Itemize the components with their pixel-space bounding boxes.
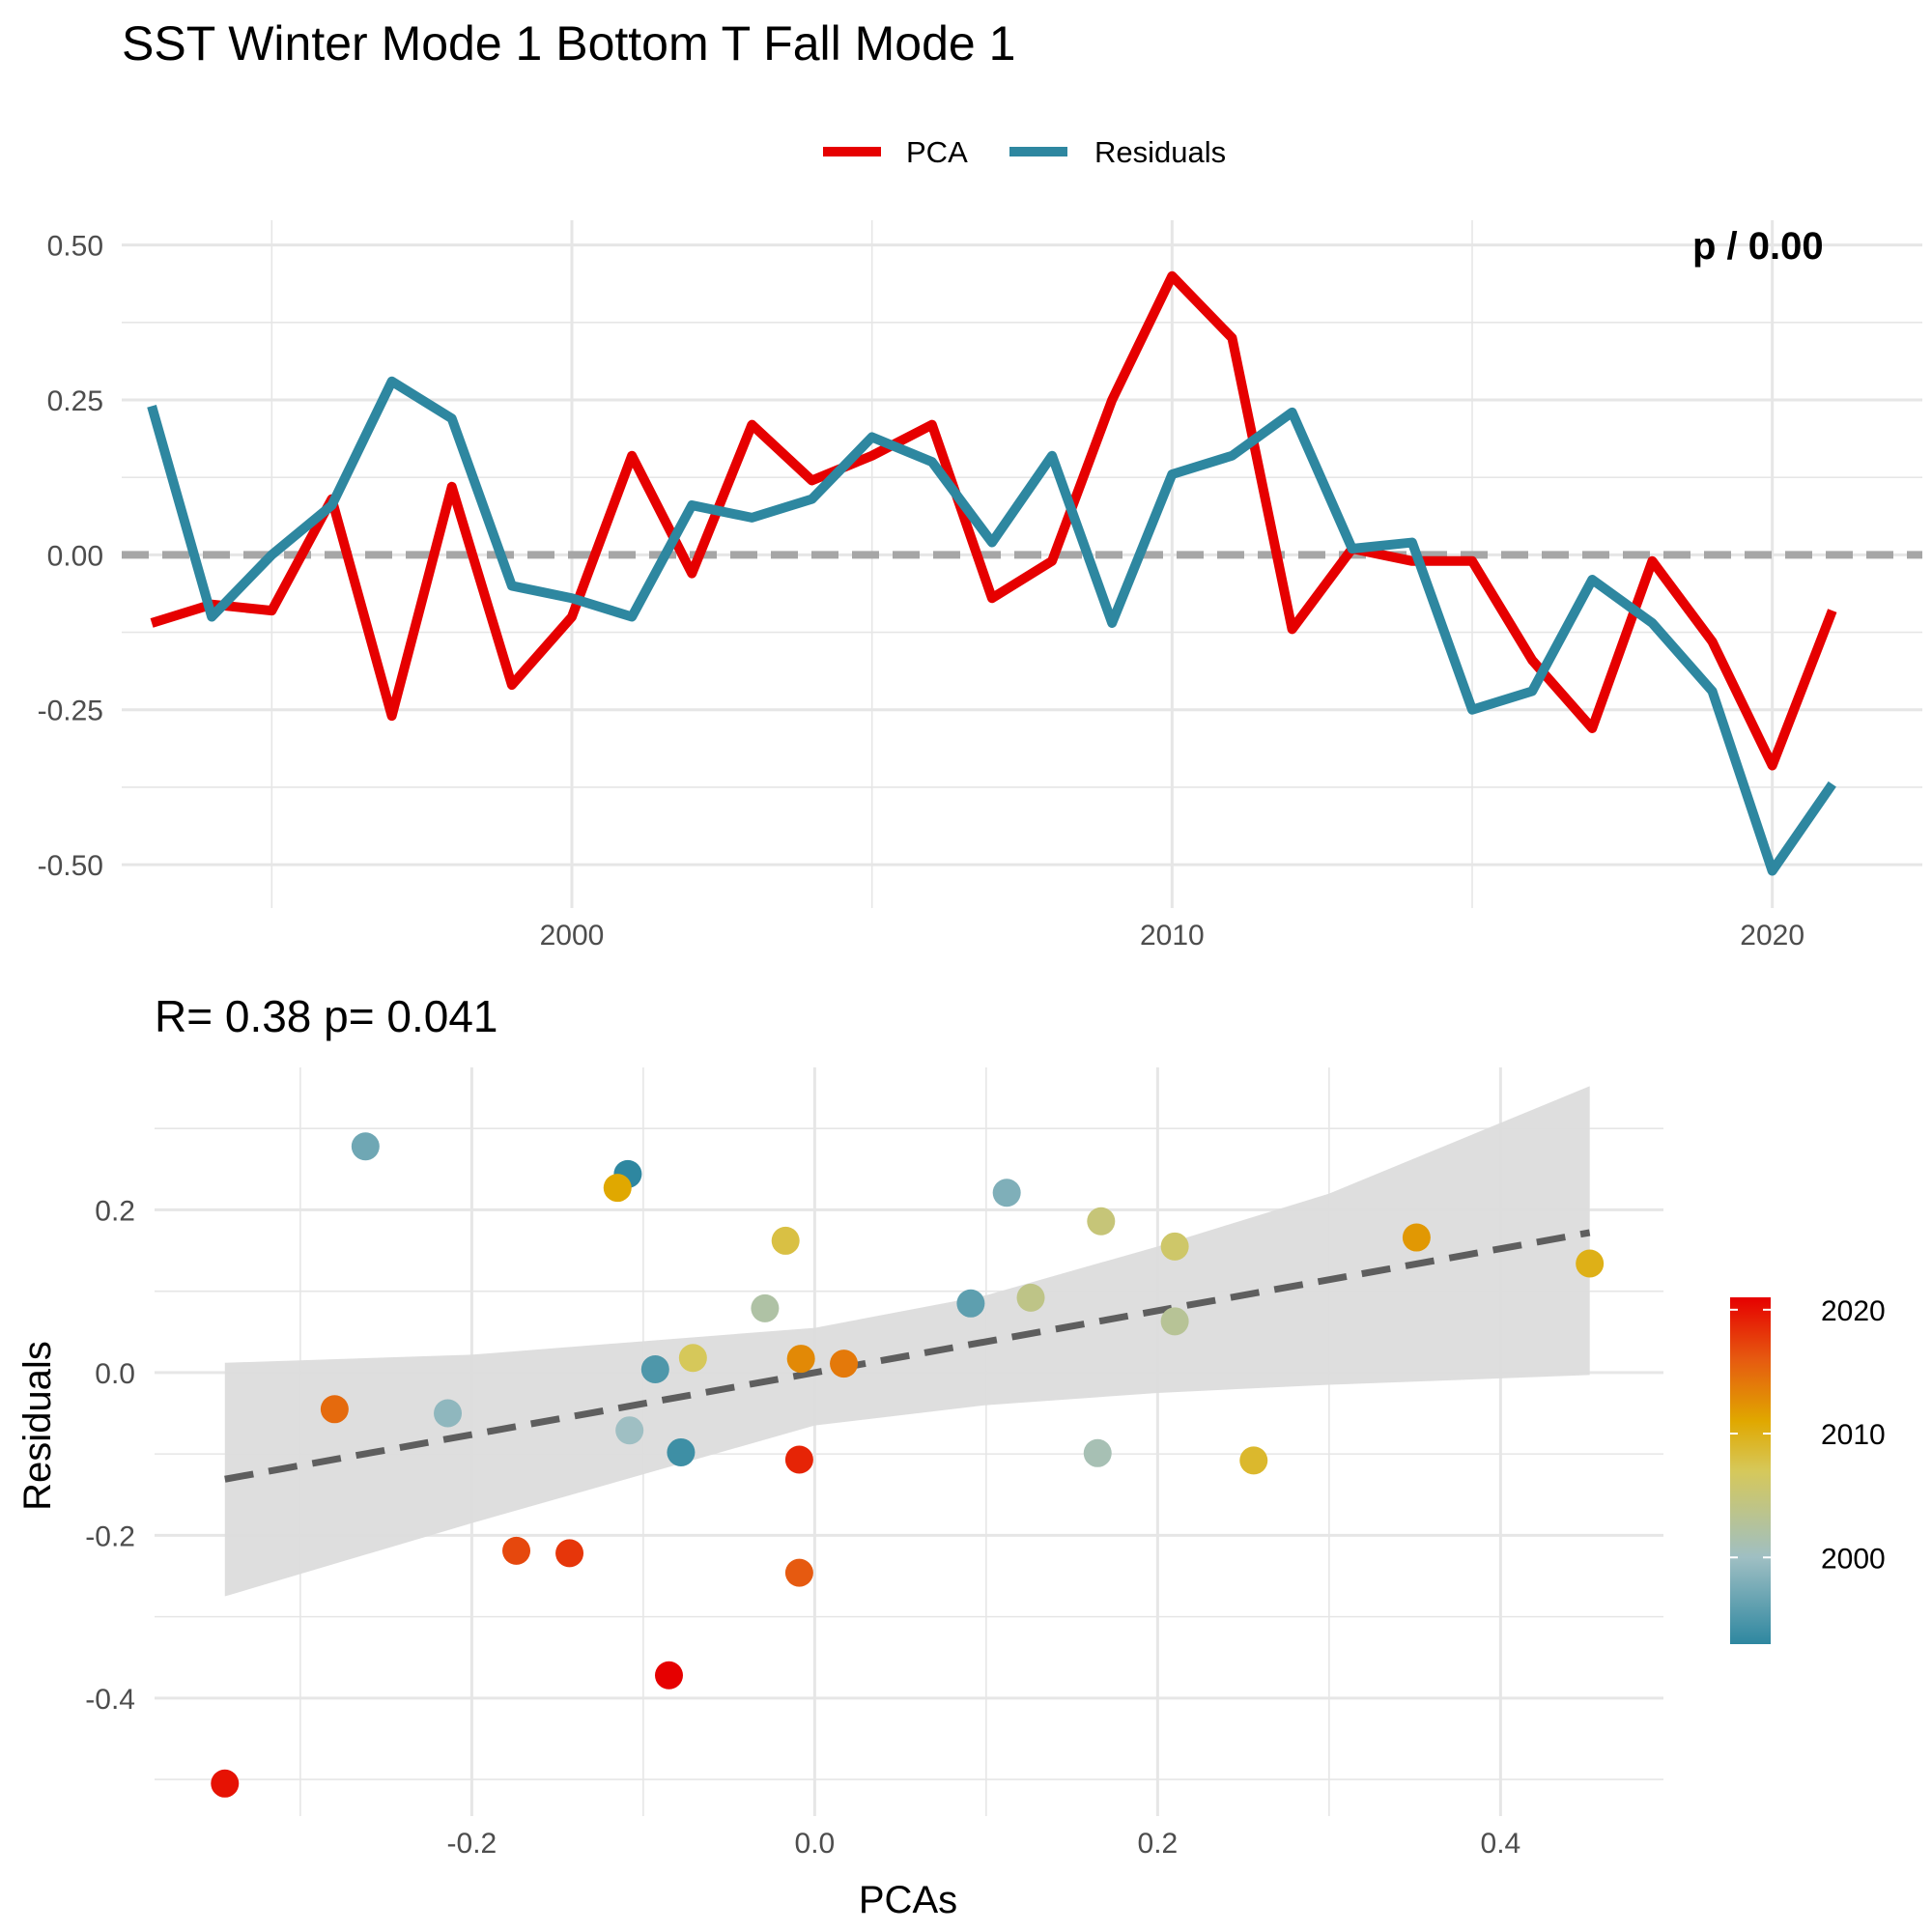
scatter-panel: -0.4 -0.2 0.0 0.2 -0.2 0.0 0.2 0.4 bbox=[85, 1067, 1663, 1860]
scatter-point bbox=[640, 1355, 669, 1384]
scatter-point bbox=[211, 1769, 240, 1798]
scatter-point bbox=[751, 1293, 780, 1322]
scatter-point bbox=[603, 1174, 632, 1203]
top-y-tick-label: -0.25 bbox=[38, 696, 103, 727]
top-y-tick-label: -0.50 bbox=[38, 850, 103, 882]
scatter-point bbox=[1576, 1249, 1605, 1278]
confidence-band bbox=[224, 1086, 1590, 1597]
colorbar: 2000 2010 2020 bbox=[1730, 1295, 1886, 1644]
clipped-annotation: p / 0.00 bbox=[1692, 225, 1824, 268]
scatter-y-tick-label: 0.2 bbox=[95, 1195, 135, 1227]
top-tick-labels: -0.50 -0.25 0.00 0.25 0.50 2000 2010 2020 bbox=[38, 231, 1804, 952]
scatter-point bbox=[320, 1395, 349, 1424]
top-x-tick-label: 2020 bbox=[1740, 920, 1804, 952]
scatter-point bbox=[786, 1345, 815, 1374]
scatter-point bbox=[1239, 1446, 1268, 1475]
scatter-x-tick-label: 0.2 bbox=[1138, 1828, 1179, 1860]
scatter-point bbox=[555, 1539, 584, 1568]
regression-line bbox=[224, 1229, 1591, 1483]
scatter-point bbox=[667, 1437, 696, 1466]
legend-label-pca: PCA bbox=[906, 135, 968, 169]
scatter-point bbox=[434, 1399, 463, 1428]
top-x-tick-label: 2000 bbox=[540, 920, 605, 952]
colorbar-ramp bbox=[1730, 1297, 1771, 1644]
top-x-tick-label: 2010 bbox=[1140, 920, 1205, 952]
scatter-point bbox=[1160, 1232, 1189, 1261]
scatter-x-tick-label: 0.0 bbox=[795, 1828, 836, 1860]
colorbar-tick-label: 2010 bbox=[1821, 1419, 1886, 1451]
scatter-point bbox=[771, 1226, 800, 1255]
scatter-y-tick-label: 0.0 bbox=[95, 1358, 135, 1390]
top-y-tick-label: 0.50 bbox=[47, 231, 103, 263]
x-axis-title: PCAs bbox=[859, 1879, 957, 1921]
scatter-point bbox=[1087, 1207, 1116, 1236]
scatter-point bbox=[1402, 1223, 1431, 1252]
time-series-panel: -0.50 -0.25 0.00 0.25 0.50 2000 2010 2020 p / 0… bbox=[38, 220, 1922, 952]
scatter-point bbox=[992, 1179, 1021, 1208]
fit-line bbox=[224, 1229, 1591, 1483]
legend-label-residuals: Residuals bbox=[1094, 135, 1226, 169]
top-y-tick-label: 0.00 bbox=[47, 540, 103, 572]
scatter-point bbox=[655, 1661, 683, 1690]
colorbar-tick-label: 2000 bbox=[1821, 1543, 1886, 1575]
scatter-point bbox=[1160, 1307, 1189, 1336]
top-y-tick-label: 0.25 bbox=[47, 385, 103, 417]
scatter-y-tick-label: -0.4 bbox=[85, 1684, 135, 1716]
scatter-subtitle: R= 0.38 p= 0.041 bbox=[155, 991, 498, 1041]
scatter-point bbox=[615, 1416, 644, 1445]
scatter-x-tick-label: 0.4 bbox=[1481, 1828, 1521, 1860]
scatter-x-tick-label: -0.2 bbox=[447, 1828, 497, 1860]
scatter-point bbox=[784, 1558, 813, 1587]
scatter-y-tick-label: -0.2 bbox=[85, 1520, 135, 1552]
y-axis-title: Residuals bbox=[16, 1341, 59, 1511]
colorbar-ticks: 2000 2010 2020 bbox=[1730, 1295, 1886, 1575]
page-title: SST Winter Mode 1 Bottom T Fall Mode 1 bbox=[122, 16, 1015, 71]
series-line-pca bbox=[150, 270, 1837, 771]
scatter-tick-labels: -0.4 -0.2 0.0 0.2 -0.2 0.0 0.2 0.4 bbox=[85, 1195, 1520, 1860]
scatter-point bbox=[351, 1132, 380, 1161]
colorbar-tick-label: 2020 bbox=[1821, 1295, 1886, 1327]
scatter-point bbox=[784, 1445, 813, 1474]
scatter-point bbox=[1083, 1438, 1112, 1467]
scatter-point bbox=[502, 1536, 531, 1565]
scatter-point bbox=[830, 1350, 859, 1378]
series-line-residuals bbox=[147, 376, 1836, 876]
legend: PCA Residuals bbox=[823, 135, 1226, 169]
scatter-point bbox=[678, 1344, 707, 1373]
scatter-point bbox=[956, 1289, 985, 1318]
scatter-point bbox=[1016, 1283, 1045, 1312]
confidence-band-area bbox=[224, 1086, 1590, 1597]
top-series-lines bbox=[147, 270, 1837, 876]
scatter-points bbox=[211, 1132, 1605, 1798]
